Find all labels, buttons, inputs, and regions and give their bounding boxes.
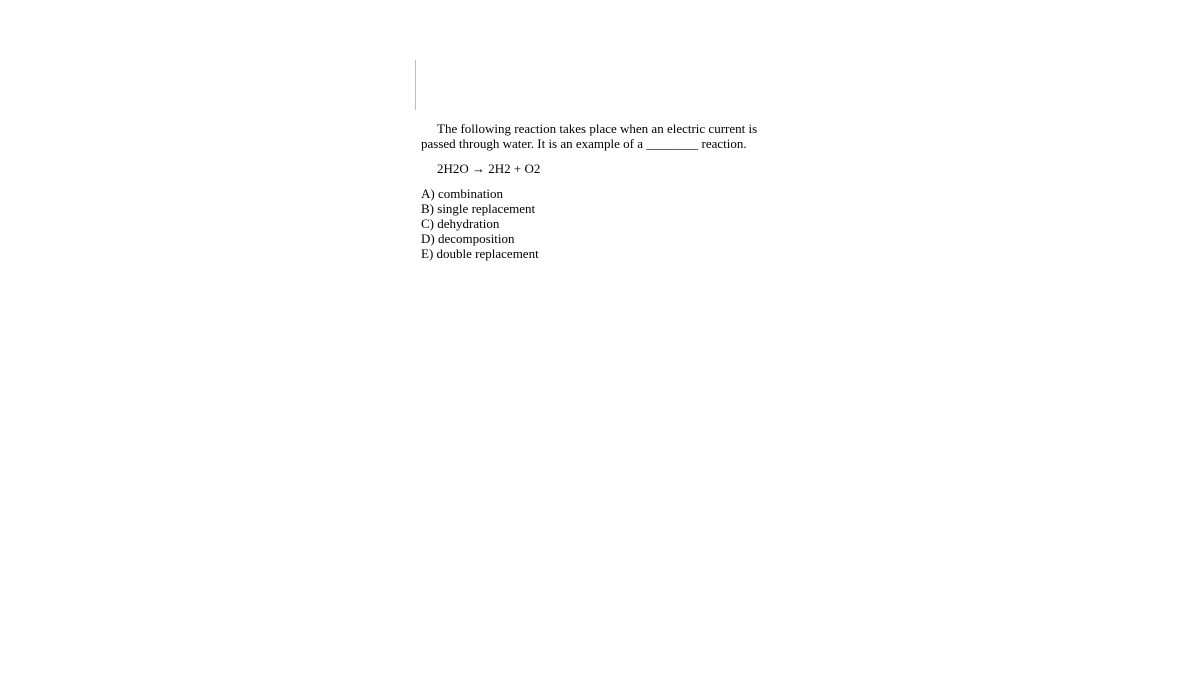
options-list: A) combination B) single replacement C) … [421,187,761,262]
option-a-text: combination [438,186,503,201]
option-d-label: D [421,231,430,246]
option-b: B) single replacement [421,202,761,217]
option-a: A) combination [421,187,761,202]
question-block: The following reaction takes place when … [421,122,761,262]
option-b-label: B [421,201,430,216]
option-d-text: decomposition [438,231,515,246]
option-d: D) decomposition [421,232,761,247]
option-c-text: dehydration [437,216,499,231]
option-e-label: E [421,246,429,261]
option-a-label: A [421,186,430,201]
question-equation: 2H2O → 2H2 + O2 [421,162,761,177]
vertical-rule [415,60,416,110]
option-e: E) double replacement [421,247,761,262]
question-prompt: The following reaction takes place when … [421,122,761,152]
option-b-text: single replacement [437,201,535,216]
option-c-label: C [421,216,430,231]
option-c: C) dehydration [421,217,761,232]
option-e-text: double replacement [437,246,539,261]
